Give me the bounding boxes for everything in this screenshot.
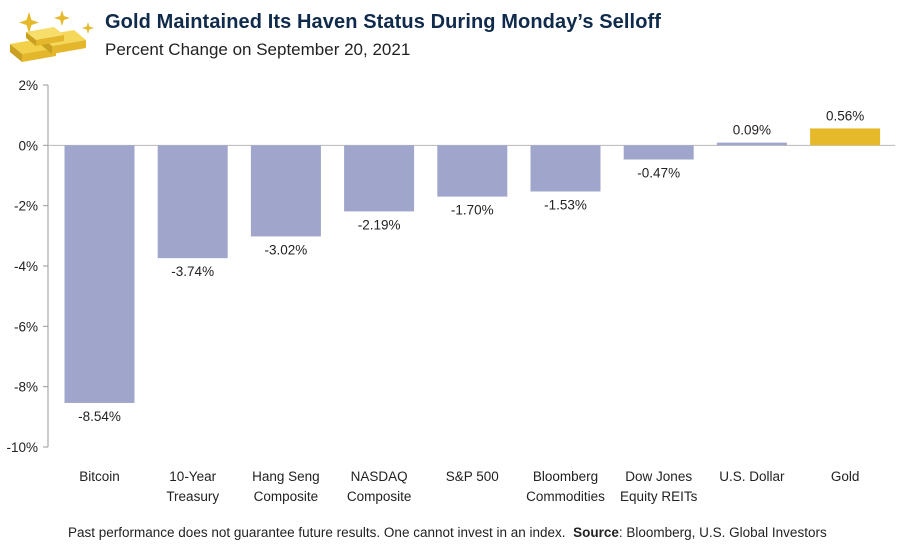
data-label: -1.53% xyxy=(544,197,587,212)
y-tick-label: 0% xyxy=(18,138,38,153)
disclaimer-text: Past performance does not guarantee futu… xyxy=(68,525,566,540)
x-tick-label: S&P 500 xyxy=(446,469,499,484)
y-tick-label: -2% xyxy=(14,199,38,214)
data-label: -8.54% xyxy=(78,409,121,424)
category-labels: Bitcoin 10-Year Treasury Hang Seng Composite… xyxy=(79,469,859,504)
data-label: -1.70% xyxy=(451,203,494,218)
x-tick-label: Equity REITs xyxy=(620,489,698,504)
bars xyxy=(64,128,881,403)
bar xyxy=(344,145,415,212)
x-tick-label: Gold xyxy=(831,469,860,484)
bar-chart: 2%0%-2%-4%-6%-8%-10% -8.54%-3.74%-3.02%-… xyxy=(6,78,895,504)
source-text: : Bloomberg, U.S. Global Investors xyxy=(618,525,827,540)
data-label: -3.74% xyxy=(171,264,214,279)
y-tick-label: -4% xyxy=(14,259,38,274)
x-tick-label: Hang Seng xyxy=(252,469,320,484)
bar xyxy=(530,145,601,192)
y-tick-label: -10% xyxy=(6,440,38,455)
x-tick-label: Composite xyxy=(254,489,319,504)
data-label: -2.19% xyxy=(358,217,401,232)
x-tick-label: U.S. Dollar xyxy=(719,469,785,484)
x-tick-label: Treasury xyxy=(166,489,219,504)
x-tick-label: Commodities xyxy=(526,489,605,504)
x-tick-label: Dow Jones xyxy=(625,469,692,484)
bar xyxy=(810,128,881,146)
footer-note: Past performance does not guarantee futu… xyxy=(68,525,827,540)
x-tick-label: NASDAQ xyxy=(351,469,408,484)
y-tick-label: -8% xyxy=(14,380,38,395)
data-label: -0.47% xyxy=(637,166,680,181)
bar xyxy=(250,145,321,237)
chart-title: Gold Maintained Its Haven Status During … xyxy=(105,11,662,33)
source-label: Source xyxy=(573,525,619,540)
bar xyxy=(64,145,135,403)
y-tick-label: -6% xyxy=(14,319,38,334)
x-tick-label: Composite xyxy=(347,489,412,504)
chart-subtitle: Percent Change on September 20, 2021 xyxy=(105,40,411,59)
bar xyxy=(623,145,694,160)
y-tick-label: 2% xyxy=(18,78,38,93)
data-labels: -8.54% -3.74% -3.02% -2.19% -1.70% -1.53% -0.4… xyxy=(78,108,864,424)
x-tick-label: Bloomberg xyxy=(533,469,598,484)
data-label: 0.56% xyxy=(826,108,864,123)
x-tick-label: 10-Year xyxy=(169,469,216,484)
data-label: 0.09% xyxy=(733,123,771,138)
x-tick-label: Bitcoin xyxy=(79,469,120,484)
bar xyxy=(157,145,228,259)
data-label: -3.02% xyxy=(265,242,308,257)
gold-bars-icon xyxy=(10,10,94,62)
bar xyxy=(716,142,787,146)
bar xyxy=(437,145,508,197)
